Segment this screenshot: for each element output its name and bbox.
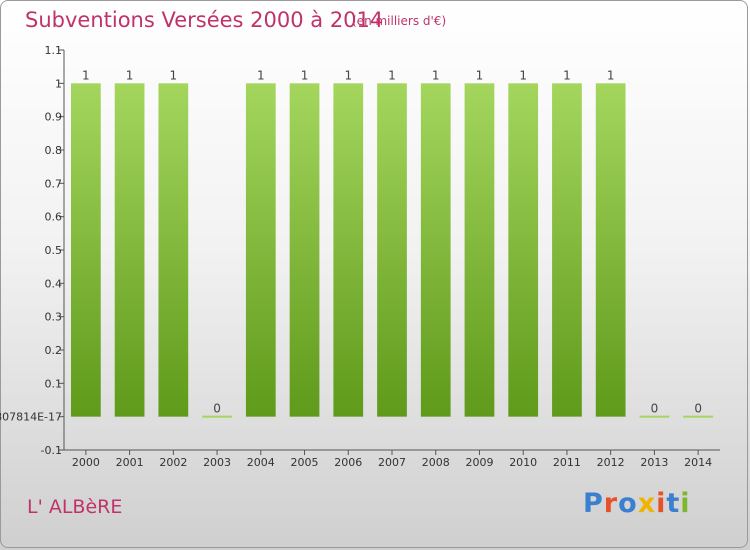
data-label-2003: 0: [213, 402, 221, 416]
x-tick-label-2001: 2001: [116, 456, 144, 469]
x-tick-label-2002: 2002: [159, 456, 187, 469]
bar-2007: [377, 83, 407, 417]
x-tick-label-2006: 2006: [334, 456, 362, 469]
data-label-2008: 1: [432, 68, 440, 82]
x-tick-label-2008: 2008: [422, 456, 450, 469]
y-tick-label: 0.7: [45, 177, 63, 190]
y-tick-label: 0.3: [45, 311, 63, 324]
y-tick-label: 0.6: [45, 211, 63, 224]
bar-2009: [464, 83, 495, 417]
x-tick-label-2014: 2014: [684, 456, 712, 469]
logo-letter: x: [637, 488, 657, 519]
bar-2002: [158, 83, 189, 417]
bar-2012: [595, 83, 626, 417]
y-tick-label: 0.4: [45, 277, 63, 290]
data-label-2002: 1: [170, 68, 178, 82]
data-label-2013: 0: [651, 402, 659, 416]
bar-2005: [289, 83, 320, 417]
commune-name: L' ALBèRE: [27, 496, 123, 518]
y-tick-label: 0.8: [45, 144, 63, 157]
y-tick-label: 0.2: [45, 344, 63, 357]
data-label-2001: 1: [126, 68, 134, 82]
bar-2001: [114, 83, 145, 417]
bar-2011: [552, 83, 582, 417]
bar-2000: [70, 83, 101, 417]
logo-letter: i: [680, 488, 691, 519]
x-tick-label-2009: 2009: [465, 456, 493, 469]
chart-title: Subventions Versées 2000 à 2014: [25, 8, 384, 32]
data-label-2004: 1: [257, 68, 265, 82]
data-label-2012: 1: [607, 68, 615, 82]
x-tick-label-2005: 2005: [291, 456, 319, 469]
chart-subtitle: (en milliers d'€): [352, 14, 447, 28]
y-tick-label: 0.1: [45, 377, 63, 390]
data-label-2011: 1: [563, 68, 571, 82]
x-tick-label-2012: 2012: [597, 456, 625, 469]
x-tick-label-2004: 2004: [247, 456, 275, 469]
data-label-2007: 1: [388, 68, 396, 82]
bar-2004: [245, 83, 276, 417]
logo-letter: i: [656, 488, 667, 519]
data-label-2005: 1: [301, 68, 309, 82]
y-tick-label: 1: [55, 77, 62, 90]
data-label-2014: 0: [694, 402, 702, 416]
proxiti-logo[interactable]: Proxiti: [583, 488, 691, 519]
x-tick-label-2003: 2003: [203, 456, 231, 469]
y-tick-label: 0.9: [45, 111, 63, 124]
data-label-2000: 1: [82, 68, 90, 82]
x-tick-label-2000: 2000: [72, 456, 100, 469]
x-tick-label-2010: 2010: [509, 456, 537, 469]
data-label-2010: 1: [519, 68, 527, 82]
y-tick-label: -0.1: [41, 444, 62, 457]
bar-2003: [202, 415, 232, 418]
logo-letter: t: [666, 488, 681, 519]
bar-2014: [683, 415, 714, 418]
data-label-2009: 1: [476, 68, 484, 82]
data-label-2006: 1: [344, 68, 352, 82]
bar-2008: [420, 83, 451, 417]
x-tick-label-2011: 2011: [553, 456, 581, 469]
x-tick-label-2007: 2007: [378, 456, 406, 469]
bar-2006: [333, 83, 364, 417]
y-tick-label: 0.5: [45, 244, 63, 257]
y-tick-label: 1.1: [45, 44, 63, 57]
bar-2010: [508, 83, 539, 417]
logo-letter: o: [618, 488, 638, 519]
logo-letter: P: [583, 488, 604, 519]
y-tick-label: -1.3877787807814E-17: [0, 411, 62, 424]
x-tick-label-2013: 2013: [640, 456, 668, 469]
bar-2013: [639, 415, 670, 418]
logo-letter: r: [603, 488, 619, 519]
